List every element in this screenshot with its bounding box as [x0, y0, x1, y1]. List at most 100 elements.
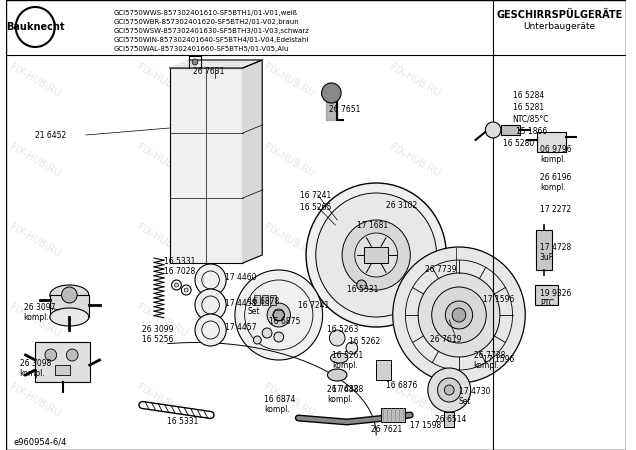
Text: FIX-HUB.RU: FIX-HUB.RU [8, 221, 62, 258]
Text: 16 6874: 16 6874 [264, 396, 296, 405]
Text: kompl.: kompl. [540, 184, 565, 193]
Text: 16 5284: 16 5284 [513, 90, 544, 99]
Text: 16 5256: 16 5256 [142, 336, 174, 345]
Circle shape [316, 193, 436, 317]
Circle shape [346, 342, 357, 354]
Text: 17 1596: 17 1596 [483, 296, 515, 305]
Text: 26 3102: 26 3102 [386, 201, 417, 210]
Text: 16 5265: 16 5265 [300, 202, 331, 211]
Text: 16 6876: 16 6876 [386, 381, 417, 390]
Text: FIX-HUB.RU: FIX-HUB.RU [135, 302, 189, 338]
Text: FIX-HUB.RU: FIX-HUB.RU [135, 142, 189, 178]
Circle shape [355, 233, 398, 277]
Text: kompl.: kompl. [540, 156, 565, 165]
Ellipse shape [50, 308, 89, 326]
Bar [501, 125, 520, 135]
Text: FIX-HUB.RU: FIX-HUB.RU [135, 382, 189, 418]
Circle shape [195, 264, 226, 296]
Text: FIX-HUB.RU: FIX-HUB.RU [261, 382, 315, 418]
Circle shape [452, 308, 466, 322]
Text: Set: Set [247, 307, 260, 316]
Text: GCI5750WIN-857302401640-SF5BTH4/01-V04,Edelstahl: GCI5750WIN-857302401640-SF5BTH4/01-V04,E… [113, 37, 308, 43]
Text: 3uF: 3uF [540, 253, 554, 262]
Text: 17 4460: 17 4460 [225, 274, 257, 283]
Text: kompl.: kompl. [24, 314, 49, 323]
Bar [50, 295, 89, 317]
Text: FIX-HUB.RU: FIX-HUB.RU [8, 62, 62, 99]
Bar [170, 68, 243, 263]
Text: 17 4488: 17 4488 [333, 386, 364, 395]
Circle shape [273, 309, 285, 321]
Circle shape [329, 330, 345, 346]
Circle shape [235, 270, 322, 360]
Circle shape [428, 368, 471, 412]
Text: 16 5331: 16 5331 [167, 418, 198, 427]
Text: NTC/85°C: NTC/85°C [513, 114, 549, 123]
Text: GCI5750WBR-857302401620-SF5BTH2/01-V02,braun: GCI5750WBR-857302401620-SF5BTH2/01-V02,b… [113, 19, 299, 25]
Text: 26 7621: 26 7621 [371, 426, 403, 435]
Circle shape [274, 332, 284, 342]
Text: 15 1866: 15 1866 [516, 126, 548, 135]
Text: 17 4458: 17 4458 [225, 298, 256, 307]
Text: 26 7739: 26 7739 [425, 266, 457, 274]
Text: 16 6875: 16 6875 [269, 318, 300, 327]
Text: FIX-HUB.RU: FIX-HUB.RU [261, 221, 315, 258]
Circle shape [267, 303, 291, 327]
Ellipse shape [330, 353, 348, 363]
Text: 16 5331: 16 5331 [347, 285, 378, 294]
Circle shape [322, 83, 341, 103]
Circle shape [432, 287, 487, 343]
Text: Unterbaugeräte: Unterbaugeräte [523, 22, 595, 31]
Text: 26 7738: 26 7738 [474, 351, 505, 360]
Circle shape [62, 287, 77, 303]
Circle shape [192, 59, 198, 65]
Ellipse shape [328, 369, 347, 381]
Text: FIX-HUB.RU: FIX-HUB.RU [388, 142, 442, 178]
Text: 19 9326: 19 9326 [540, 288, 571, 297]
Text: FIX-HUB.RU: FIX-HUB.RU [8, 302, 62, 338]
Bar [537, 132, 566, 152]
Text: GESCHIRRSPÜLGERÄTE: GESCHIRRSPÜLGERÄTE [496, 10, 623, 20]
Text: kompl.: kompl. [328, 396, 353, 405]
Text: 17 1681: 17 1681 [357, 220, 388, 230]
Text: FIX-HUB.RU: FIX-HUB.RU [388, 221, 442, 258]
Text: FIX-HUB.RU: FIX-HUB.RU [135, 62, 189, 99]
Bar [364, 247, 388, 263]
Text: PTC: PTC [540, 298, 554, 307]
Text: FIX-HUB.RU: FIX-HUB.RU [388, 62, 442, 99]
Circle shape [45, 349, 57, 361]
Bar [536, 230, 551, 270]
Text: 16 5331: 16 5331 [164, 257, 195, 266]
Text: 16 7028: 16 7028 [164, 267, 195, 276]
Bar [55, 365, 71, 375]
Circle shape [485, 122, 501, 138]
Text: FIX-HUB.RU: FIX-HUB.RU [261, 62, 315, 99]
Text: FIX-HUB.RU: FIX-HUB.RU [261, 142, 315, 178]
Text: 16 5262: 16 5262 [349, 338, 380, 346]
Text: 26 3097: 26 3097 [24, 303, 55, 312]
Circle shape [357, 280, 366, 290]
Text: 16 5281: 16 5281 [513, 103, 544, 112]
Circle shape [306, 183, 446, 327]
Bar [262, 295, 268, 305]
Text: kompl.: kompl. [474, 360, 499, 369]
Text: 17 4457: 17 4457 [225, 324, 257, 333]
Text: 16 7241: 16 7241 [298, 301, 329, 310]
Circle shape [195, 289, 226, 321]
Bar [376, 360, 391, 380]
Text: kompl.: kompl. [264, 405, 290, 414]
Text: 26 6196: 26 6196 [540, 174, 571, 183]
Text: 26 6514: 26 6514 [434, 415, 466, 424]
Polygon shape [243, 60, 262, 263]
Text: kompl.: kompl. [20, 369, 45, 378]
Text: GCI5750WAL-857302401660-SF5BTH5/01-V05,Alu: GCI5750WAL-857302401660-SF5BTH5/01-V05,A… [113, 46, 289, 52]
Bar [254, 295, 260, 305]
Text: 16 7241: 16 7241 [300, 190, 331, 199]
Text: 16 5263: 16 5263 [328, 325, 359, 334]
Text: GCI5750WSW-857302401630-SF5BTH3/01-V03,schwarz: GCI5750WSW-857302401630-SF5BTH3/01-V03,s… [113, 28, 309, 34]
Text: FIX-HUB.RU: FIX-HUB.RU [135, 221, 189, 258]
Text: 26 7631: 26 7631 [193, 68, 225, 76]
Text: 16 5280: 16 5280 [503, 139, 534, 148]
Circle shape [66, 349, 78, 361]
Circle shape [445, 301, 473, 329]
